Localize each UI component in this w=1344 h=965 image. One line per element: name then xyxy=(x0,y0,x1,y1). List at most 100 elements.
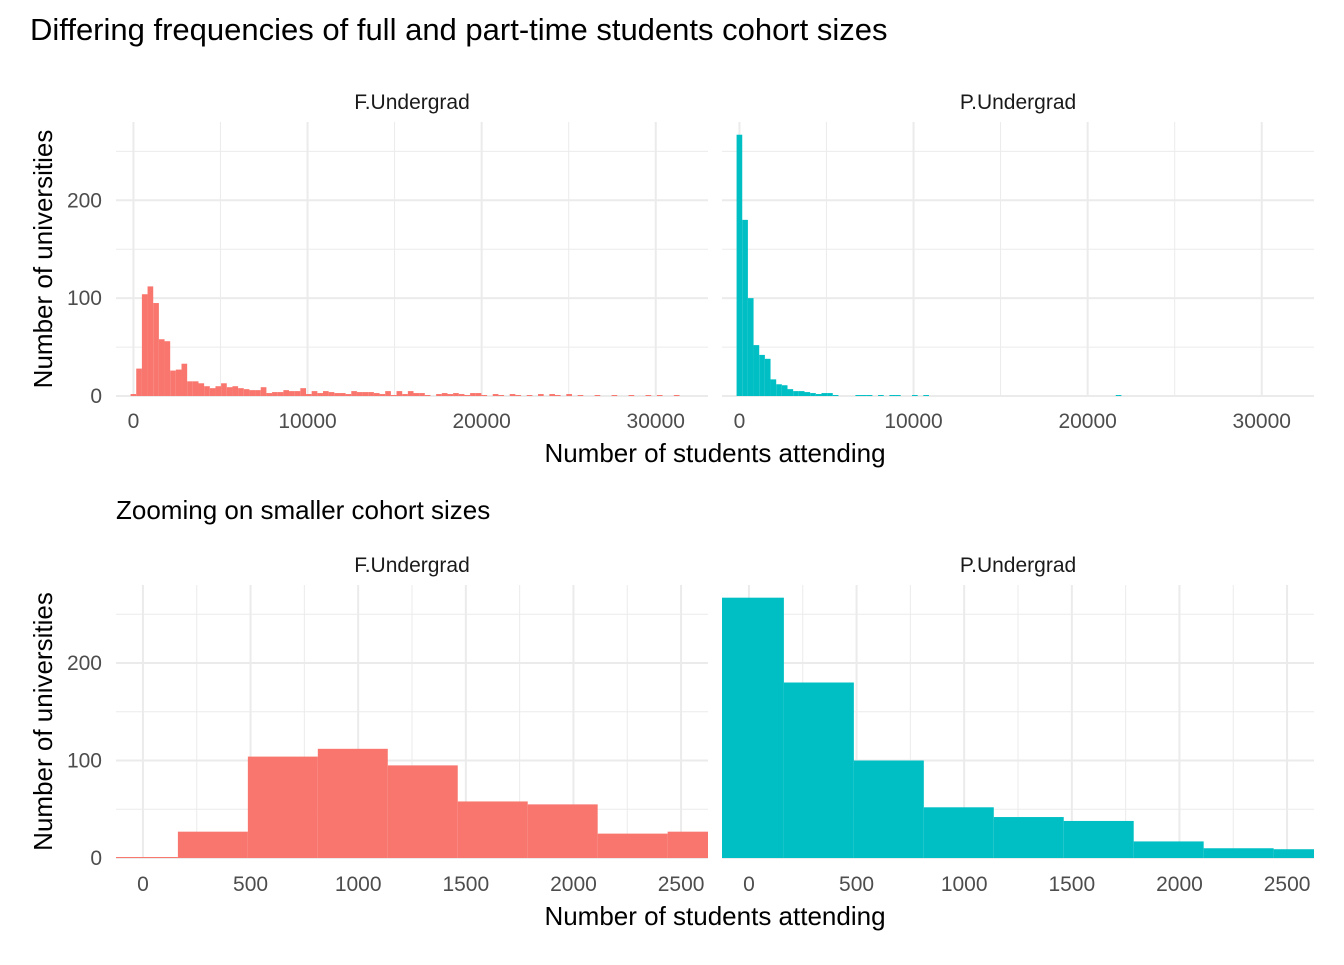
histogram-bar xyxy=(656,395,663,396)
x-tick-label: 0 xyxy=(743,873,755,896)
histogram-bar xyxy=(798,391,805,396)
panel-P.Undergrad: P.Undergrad 0 500 1000 1500 2000 2500 xyxy=(722,554,1314,896)
histogram-bar xyxy=(317,393,323,396)
histogram-bar xyxy=(441,393,448,396)
x-tick-label: 1500 xyxy=(1048,873,1095,896)
histogram-bar xyxy=(554,395,561,396)
histogram-bar xyxy=(1273,849,1314,858)
histogram-bar xyxy=(130,394,137,396)
histogram-bar xyxy=(866,395,873,396)
y-tick-label: 0 xyxy=(90,847,102,870)
histogram-bar xyxy=(527,804,598,858)
x-tick-label: 30000 xyxy=(1233,410,1291,433)
chart-row-1: F.Undergrad 0 10000 20000 30000 P.Undergrad 0 1… xyxy=(28,91,1314,468)
x-tick-label: 1000 xyxy=(941,873,988,896)
histogram-bar xyxy=(204,386,210,396)
histogram-bar xyxy=(209,388,216,396)
histogram-bar xyxy=(385,391,391,396)
panel-F.Undergrad: F.Undergrad 0 10000 20000 30000 xyxy=(116,91,708,433)
histogram-bar xyxy=(255,390,261,396)
histogram-bar xyxy=(289,391,295,396)
bars-F.Undergrad xyxy=(116,748,708,858)
histogram-bar xyxy=(283,390,290,396)
histogram-bar xyxy=(453,393,459,396)
histogram-bar xyxy=(804,392,811,396)
histogram-bar xyxy=(628,395,635,396)
histogram-bar xyxy=(470,393,476,396)
histogram-bar xyxy=(436,394,442,396)
histogram-bar xyxy=(232,386,239,396)
histogram-bar xyxy=(238,388,244,396)
histogram-bar xyxy=(164,341,171,396)
histogram-bar xyxy=(362,392,369,396)
histogram-bar xyxy=(815,394,822,396)
histogram-bar xyxy=(387,765,458,858)
histogram-bar xyxy=(277,392,284,396)
histogram-bar xyxy=(509,394,516,396)
histogram-bar xyxy=(368,392,374,396)
x-tick-label: 2000 xyxy=(550,873,597,896)
histogram-bar xyxy=(457,801,528,858)
y-tick-label: 100 xyxy=(67,750,102,773)
histogram-bar xyxy=(373,393,380,396)
histogram-bar xyxy=(783,682,854,858)
histogram-bar xyxy=(116,857,178,858)
histogram-bar xyxy=(181,363,188,396)
histogram-bar xyxy=(226,387,233,396)
histogram-bar xyxy=(736,134,743,396)
bars-F.Undergrad xyxy=(130,286,680,396)
histogram-bar xyxy=(481,395,488,396)
bars-P.Undergrad xyxy=(722,597,1314,858)
histogram-bar xyxy=(345,394,352,396)
histogram-bar xyxy=(247,756,318,858)
histogram-bar xyxy=(243,389,250,396)
x-tick-label: 500 xyxy=(233,873,268,896)
y-axis-title: Number of universities xyxy=(28,130,58,389)
histogram-bar xyxy=(475,393,482,396)
histogram-bar xyxy=(356,392,363,396)
histogram-bar xyxy=(158,339,165,396)
histogram-bar xyxy=(147,286,154,396)
histogram-bar xyxy=(396,391,403,396)
histogram-bar xyxy=(923,395,929,396)
histogram-bar xyxy=(526,395,533,396)
histogram-bar xyxy=(577,395,584,396)
histogram-bar xyxy=(667,831,708,858)
histogram-bar xyxy=(379,394,386,396)
histogram-bar xyxy=(827,393,833,396)
histogram-bar xyxy=(770,379,777,396)
histogram-bar xyxy=(249,390,256,396)
histogram-bar xyxy=(764,358,771,396)
histogram-bar xyxy=(294,391,301,396)
histogram-bar xyxy=(861,395,867,396)
histogram-bar xyxy=(855,395,862,396)
histogram-bar xyxy=(538,394,544,396)
histogram-bar xyxy=(424,395,431,396)
histogram-bar xyxy=(594,395,601,396)
panel-F.Undergrad: F.Undergrad 0 500 1000 1500 2000 2500 xyxy=(116,554,708,896)
histogram-bar xyxy=(198,383,205,396)
histogram-bar xyxy=(141,294,148,396)
figure-subtitle: Zooming on smaller cohort sizes xyxy=(116,495,490,525)
bars-P.Undergrad xyxy=(736,134,1122,396)
histogram-bar xyxy=(993,817,1064,858)
histogram-bar xyxy=(390,395,397,396)
histogram-bar xyxy=(402,394,408,396)
x-tick-label: 30000 xyxy=(627,410,685,433)
histogram-bar xyxy=(793,391,799,396)
y-tick-label: 200 xyxy=(67,652,102,675)
histogram-bar xyxy=(1063,820,1134,858)
histogram-bar xyxy=(413,393,420,396)
histogram-bar xyxy=(334,393,340,396)
x-tick-label: 1500 xyxy=(442,873,489,896)
histogram-bar xyxy=(645,395,652,396)
histogram-bar xyxy=(776,384,782,396)
histogram-bar xyxy=(300,388,307,396)
histogram-bar xyxy=(215,386,222,396)
x-tick-label: 20000 xyxy=(1058,410,1116,433)
histogram-bar xyxy=(170,370,176,396)
histogram-bar xyxy=(923,807,994,858)
histogram-bar xyxy=(187,381,193,396)
